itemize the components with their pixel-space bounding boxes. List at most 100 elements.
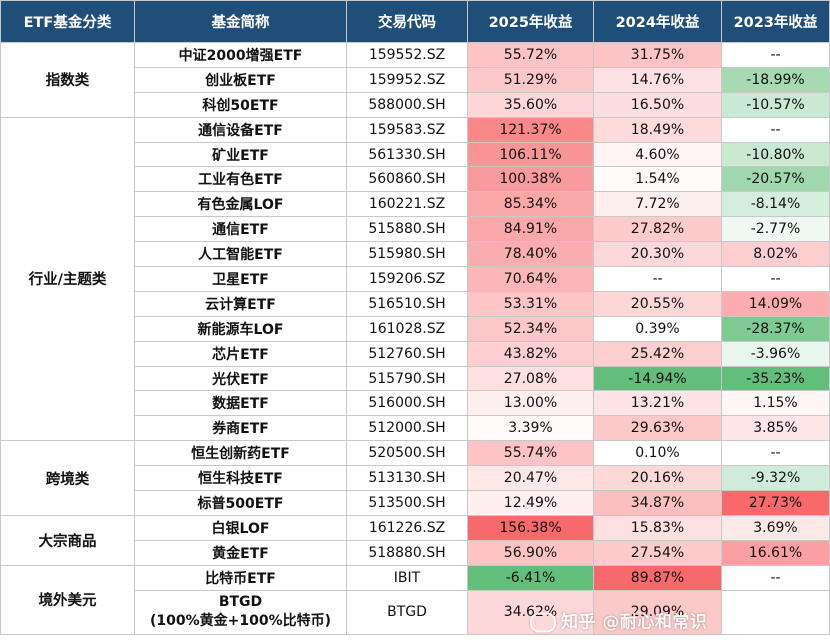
return-2023-cell: -20.57%: [721, 166, 830, 193]
return-2025-cell: 3.39%: [467, 415, 594, 442]
table-row: 工业有色ETF 560860.SH 100.38% 1.54% -20.57%: [1, 166, 830, 193]
table-row: 指数类 中证2000增强ETF 159552.SZ 55.72% 31.75% --: [0, 42, 830, 118]
return-2024-cell: 4.60%: [593, 141, 722, 168]
trade-code-cell: 518880.SH: [346, 539, 468, 566]
return-2023-cell: 8.02%: [721, 241, 830, 268]
header-category: ETF基金分类: [0, 0, 135, 43]
trade-code-cell: 561330.SH: [346, 141, 468, 168]
return-2025-cell: 106.11%: [467, 141, 594, 168]
trade-code-cell: 515790.SH: [346, 365, 468, 392]
fund-name-cell: 光伏ETF: [134, 365, 347, 392]
category-cell: 跨境类: [0, 440, 135, 516]
trade-code-cell: 588000.SH: [346, 91, 468, 118]
trade-code-cell: 513130.SH: [346, 465, 468, 492]
fund-name-cell: 数据ETF: [134, 390, 347, 417]
return-2025-cell: 78.40%: [467, 241, 594, 268]
return-2025-cell: 34.62%: [467, 589, 594, 635]
return-2025-cell: 56.90%: [467, 539, 594, 566]
trade-code-cell: 515980.SH: [346, 241, 468, 268]
table-row: 黄金ETF 518880.SH 56.90% 27.54% 16.61%: [1, 539, 830, 566]
fund-name-cell: 比特币ETF: [134, 564, 347, 591]
return-2023-cell: [721, 589, 830, 635]
trade-code-cell: 160221.SZ: [346, 191, 468, 218]
return-2023-cell: -10.57%: [721, 91, 830, 118]
return-2024-cell: 16.50%: [593, 91, 722, 118]
return-2023-cell: -2.77%: [721, 216, 830, 243]
fund-name-cell: 通信ETF: [134, 216, 347, 243]
table-row: 跨境类 恒生创新药ETF 520500.SH 55.74% 0.10% --: [0, 440, 830, 516]
fund-name-cell: 矿业ETF: [134, 141, 347, 168]
table-row: 科创50ETF 588000.SH 35.60% 16.50% -10.57%: [1, 91, 830, 118]
return-2023-cell: --: [721, 440, 830, 467]
category-cell: 大宗商品: [0, 514, 135, 566]
fund-name-cell: 黄金ETF: [134, 539, 347, 566]
return-2025-cell: 43.82%: [467, 340, 594, 367]
return-2024-cell: 20.55%: [593, 290, 722, 317]
trade-code-cell: 560860.SH: [346, 166, 468, 193]
return-2025-cell: 55.72%: [467, 42, 594, 68]
header-return-2023: 2023年收益: [721, 0, 830, 43]
return-2024-cell: 27.82%: [593, 216, 722, 243]
return-2024-cell: 34.87%: [593, 490, 722, 516]
return-2023-cell: -8.14%: [721, 191, 830, 218]
trade-code-cell: 159952.SZ: [346, 66, 468, 93]
header-row: ETF基金分类 基金简称 交易代码 2025年收益 2024年收益 2023年收…: [0, 0, 830, 43]
fund-name-cell: 中证2000增强ETF: [134, 42, 347, 68]
fund-name-cell: 券商ETF: [134, 415, 347, 442]
table-row: 光伏ETF 515790.SH 27.08% -14.94% -35.23%: [1, 365, 830, 392]
return-2023-cell: --: [721, 564, 830, 591]
trade-code-cell: 512760.SH: [346, 340, 468, 367]
trade-code-cell: 159206.SZ: [346, 266, 468, 292]
fund-name-cell: 芯片ETF: [134, 340, 347, 367]
fund-name-cell: 通信设备ETF: [134, 116, 347, 143]
trade-code-cell: IBIT: [346, 564, 468, 591]
table-row: 人工智能ETF 515980.SH 78.40% 20.30% 8.02%: [1, 241, 830, 268]
table-row: BTGD (100%黄金+100%比特币) BTGD 34.62% 29.09%: [1, 589, 830, 635]
return-2024-cell: -14.94%: [593, 365, 722, 392]
fund-name-cell: 白银LOF: [134, 514, 347, 541]
return-2024-cell: 29.63%: [593, 415, 722, 442]
fund-name-cell: 云计算ETF: [134, 290, 347, 317]
return-2025-cell: 35.60%: [467, 91, 594, 118]
return-2023-cell: -3.96%: [721, 340, 830, 367]
fund-name-cell: 科创50ETF: [134, 91, 347, 118]
table-row: 数据ETF 516000.SH 13.00% 13.21% 1.15%: [1, 390, 830, 417]
return-2025-cell: 20.47%: [467, 465, 594, 492]
return-2025-cell: 84.91%: [467, 216, 594, 243]
return-2024-cell: 18.49%: [593, 116, 722, 143]
watermark-text: 知乎 @耐心和常识: [561, 612, 708, 633]
return-2025-cell: 70.64%: [467, 266, 594, 292]
return-2025-cell: -6.41%: [467, 564, 594, 591]
trade-code-cell: BTGD: [346, 589, 468, 635]
return-2025-cell: 52.34%: [467, 315, 594, 342]
fund-name-cell: BTGD (100%黄金+100%比特币): [134, 589, 347, 635]
return-2025-cell: 100.38%: [467, 166, 594, 193]
return-2023-cell: -18.99%: [721, 66, 830, 93]
fund-name-cell: 有色金属LOF: [134, 191, 347, 218]
trade-code-cell: 516510.SH: [346, 290, 468, 317]
trade-code-cell: 161028.SZ: [346, 315, 468, 342]
return-2025-cell: 53.31%: [467, 290, 594, 317]
table-row: 矿业ETF 561330.SH 106.11% 4.60% -10.80%: [1, 141, 830, 168]
return-2023-cell: --: [721, 42, 830, 68]
return-2025-cell: 85.34%: [467, 191, 594, 218]
header-return-2024: 2024年收益: [593, 0, 722, 43]
table-row: 创业板ETF 159952.SZ 51.29% 14.76% -18.99%: [1, 66, 830, 93]
table-row: 新能源车LOF 161028.SZ 52.34% 0.39% -28.37%: [1, 315, 830, 342]
return-2023-cell: 27.73%: [721, 490, 830, 516]
return-2024-cell: 20.16%: [593, 465, 722, 492]
fund-name-cell: 卫星ETF: [134, 266, 347, 292]
table-row: 大宗商品 白银LOF 161226.SZ 156.38% 15.83% 3.69%: [0, 514, 830, 566]
return-2024-cell: 0.39%: [593, 315, 722, 342]
header-trade-code: 交易代码: [346, 0, 468, 43]
trade-code-cell: 520500.SH: [346, 440, 468, 467]
return-2024-cell: 14.76%: [593, 66, 722, 93]
return-2023-cell: 3.85%: [721, 415, 830, 442]
return-2023-cell: -10.80%: [721, 141, 830, 168]
category-cell: 指数类: [0, 42, 135, 118]
table-row: 云计算ETF 516510.SH 53.31% 20.55% 14.09%: [1, 290, 830, 317]
trade-code-cell: 513500.SH: [346, 490, 468, 516]
return-2023-cell: -9.32%: [721, 465, 830, 492]
trade-code-cell: 512000.SH: [346, 415, 468, 442]
zhihu-logo-icon: [530, 612, 556, 633]
